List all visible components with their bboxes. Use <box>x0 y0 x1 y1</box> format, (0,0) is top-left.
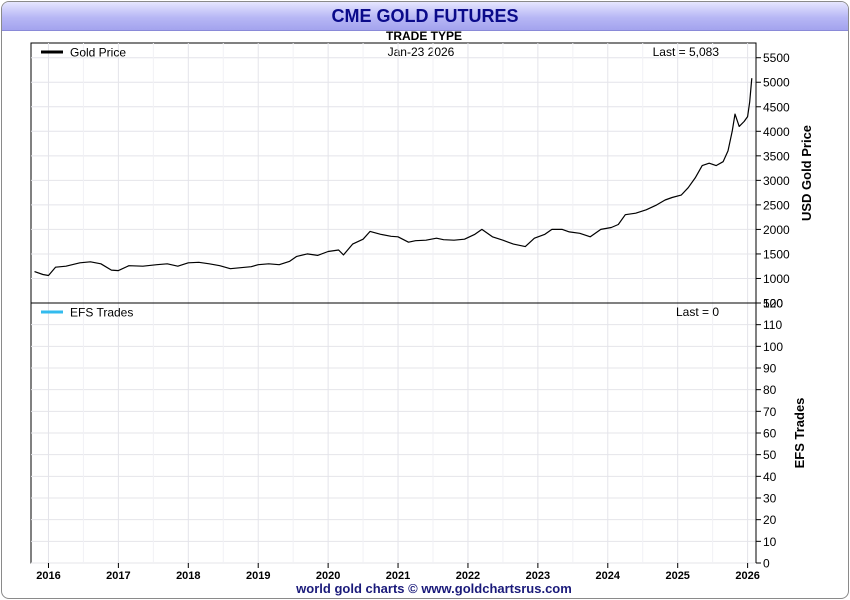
y-tick-label: 4000 <box>763 125 790 139</box>
y-tick-label: 120 <box>763 297 783 311</box>
chart-subtitle: TRADE TYPE <box>386 29 462 43</box>
date-label: Jan-23 2026 <box>388 45 455 59</box>
y-tick-label: 3500 <box>763 149 790 163</box>
y-tick-label: 30 <box>763 492 777 506</box>
y-tick-label: 80 <box>763 383 777 397</box>
y-tick-label: 500 <box>763 297 783 311</box>
legend-label: Gold Price <box>70 46 126 60</box>
x-tick-label: 2023 <box>526 570 550 582</box>
last-value-label: Last = 5,083 <box>653 45 720 59</box>
x-tick-label: 2022 <box>456 570 480 582</box>
x-tick-label: 2026 <box>735 570 759 582</box>
y-tick-label: 50 <box>763 448 777 462</box>
y-tick-label: 2000 <box>763 223 790 237</box>
y-tick-label: 60 <box>763 427 777 441</box>
y-tick-label: 110 <box>763 318 782 332</box>
y-tick-label: 90 <box>763 362 777 376</box>
x-tick-label: 2024 <box>596 570 621 582</box>
x-tick-label: 2020 <box>316 570 340 582</box>
y-tick-label: 40 <box>763 470 777 484</box>
y-tick-label: 4500 <box>763 100 790 114</box>
y-axis-label: USD Gold Price <box>799 125 814 221</box>
y-axis-label: EFS Trades <box>792 398 807 469</box>
chart-title: CME GOLD FUTURES <box>331 6 519 26</box>
x-tick-label: 2025 <box>665 570 689 582</box>
y-tick-label: 2500 <box>763 198 790 212</box>
series-line-gold-price <box>34 78 753 277</box>
y-tick-label: 100 <box>763 340 783 354</box>
x-tick-label: 2021 <box>386 570 410 582</box>
y-tick-label: 5500 <box>763 51 790 65</box>
y-tick-label: 1500 <box>763 247 790 261</box>
x-tick-label: 2016 <box>36 570 60 582</box>
x-tick-label: 2019 <box>246 570 270 582</box>
y-tick-label: 10 <box>763 535 777 549</box>
y-tick-label: 3000 <box>763 174 790 188</box>
last-value-label: Last = 0 <box>676 305 719 319</box>
title-bar: CME GOLD FUTURES <box>2 2 848 31</box>
y-tick-label: 70 <box>763 405 777 419</box>
legend-label: EFS Trades <box>70 306 133 320</box>
x-tick-label: 2018 <box>176 570 200 582</box>
y-tick-label: 20 <box>763 513 777 527</box>
y-tick-label: 1000 <box>763 272 790 286</box>
x-tick-label: 2017 <box>106 570 130 582</box>
footer-credit: world gold charts © www.goldchartsrus.co… <box>295 581 572 596</box>
y-tick-label: 0 <box>763 557 770 571</box>
y-tick-label: 5000 <box>763 76 790 90</box>
